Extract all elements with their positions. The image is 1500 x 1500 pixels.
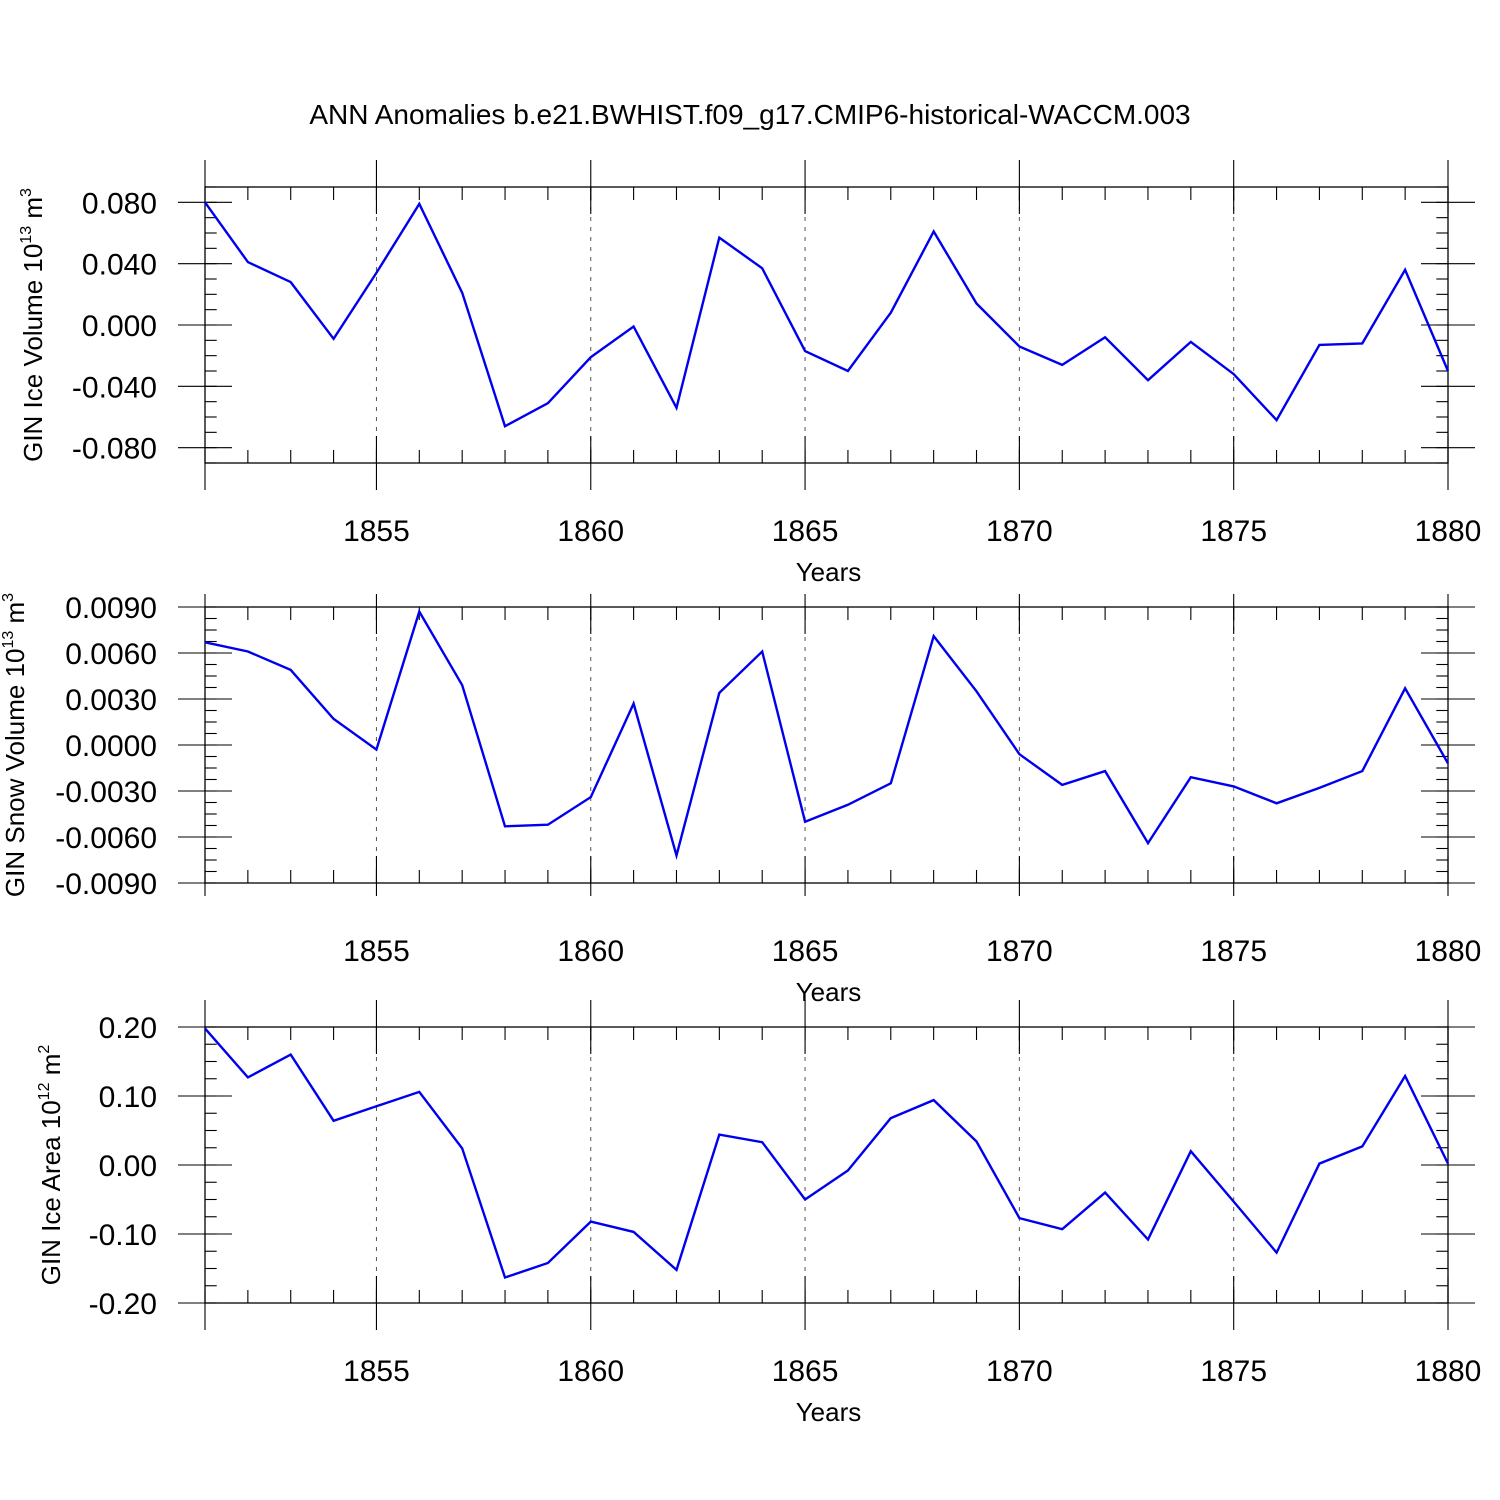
x-tick-label: 1880 [1415,515,1482,548]
x-tick-label: 1855 [343,1355,410,1388]
plot-frame [204,1026,1449,1304]
y-axis-title-exponent: 13 [18,226,35,244]
panels: 1855 1860 1865 1870 1875 1880 0.080 0.040 0.000 -… [0,160,1481,1427]
y-tick-label: -0.10 [89,1219,157,1252]
y-axis-title-unit: m [0,602,30,631]
y-tick-label: 0.040 [82,249,157,282]
x-tick-label: 1855 [343,935,410,968]
x-tick-label: 1870 [986,515,1053,548]
y-tick-label: -0.0030 [55,776,157,809]
y-axis-title-unit-exponent: 3 [0,593,17,602]
series-line [204,201,1450,428]
plot-frame [204,186,1449,464]
x-tick-label: 1875 [1200,1355,1267,1388]
y-tick-label: 0.0090 [65,592,157,625]
panel-1: 1855 1860 1865 1870 1875 1880 0.080 0.040 0.000 -… [18,160,1481,587]
y-tick-label: -0.080 [72,433,157,466]
y-tick-label: 0.10 [99,1081,157,1114]
y-axis-title-exponent: 13 [0,631,17,649]
x-tick-label: 1870 [986,1355,1053,1388]
y-tick-label: -0.040 [72,371,157,404]
y-tick-label: 0.20 [99,1012,157,1045]
x-tick-label: 1855 [343,515,410,548]
y-axis-title-exponent: 12 [36,1082,53,1100]
series-line [204,608,1450,860]
y-axis-title-text: GIN Ice Volume 10 [18,244,48,462]
figure-title: ANN Anomalies b.e21.BWHIST.f09_g17.CMIP6… [309,99,1190,130]
x-axis-title: Years [796,557,862,587]
y-tick-label: 0.0030 [65,684,157,717]
panel-3: 1855 1860 1865 1870 1875 1880 0.20 0.10 0.00 -0.1… [36,1000,1481,1427]
x-tick-label: 1870 [986,935,1053,968]
y-tick-label: 0.0060 [65,638,157,671]
series-line [204,1027,1450,1280]
y-axis-title: GIN Ice Volume 1013 m3 [18,188,48,462]
y-axis-title-unit-exponent: 2 [36,1045,53,1054]
y-axis-title: GIN Ice Area 1012 m2 [36,1045,66,1286]
x-tick-label: 1875 [1200,935,1267,968]
y-tick-label: 0.080 [82,187,157,220]
y-tick-label: -0.0060 [55,822,157,855]
y-axis-title-unit-exponent: 3 [18,188,35,197]
x-tick-label: 1865 [772,1355,839,1388]
x-tick-label: 1865 [772,935,839,968]
x-axis-title: Years [796,977,862,1007]
x-tick-label: 1875 [1200,515,1267,548]
y-axis-title-text: GIN Ice Area 10 [36,1100,66,1285]
y-axis-title-unit: m [18,197,48,226]
y-axis-title-text: GIN Snow Volume 10 [0,649,30,898]
x-tick-label: 1865 [772,515,839,548]
x-tick-label: 1880 [1415,935,1482,968]
x-tick-label: 1860 [557,935,624,968]
y-tick-label: 0.000 [82,310,157,343]
plot-frame [204,606,1449,884]
y-tick-label: -0.0090 [55,868,157,901]
x-tick-label: 1880 [1415,1355,1482,1388]
y-axis-title-unit: m [36,1054,66,1083]
x-axis-title: Years [796,1397,862,1427]
x-tick-label: 1860 [557,515,624,548]
y-tick-label: 0.0000 [65,730,157,763]
y-tick-label: 0.00 [99,1150,157,1183]
x-tick-label: 1860 [557,1355,624,1388]
y-tick-label: -0.20 [89,1288,157,1321]
y-axis-title: GIN Snow Volume 1013 m3 [0,593,30,897]
panel-2: 1855 1860 1865 1870 1875 1880 0.0090 0.0060 0.00… [0,592,1481,1007]
